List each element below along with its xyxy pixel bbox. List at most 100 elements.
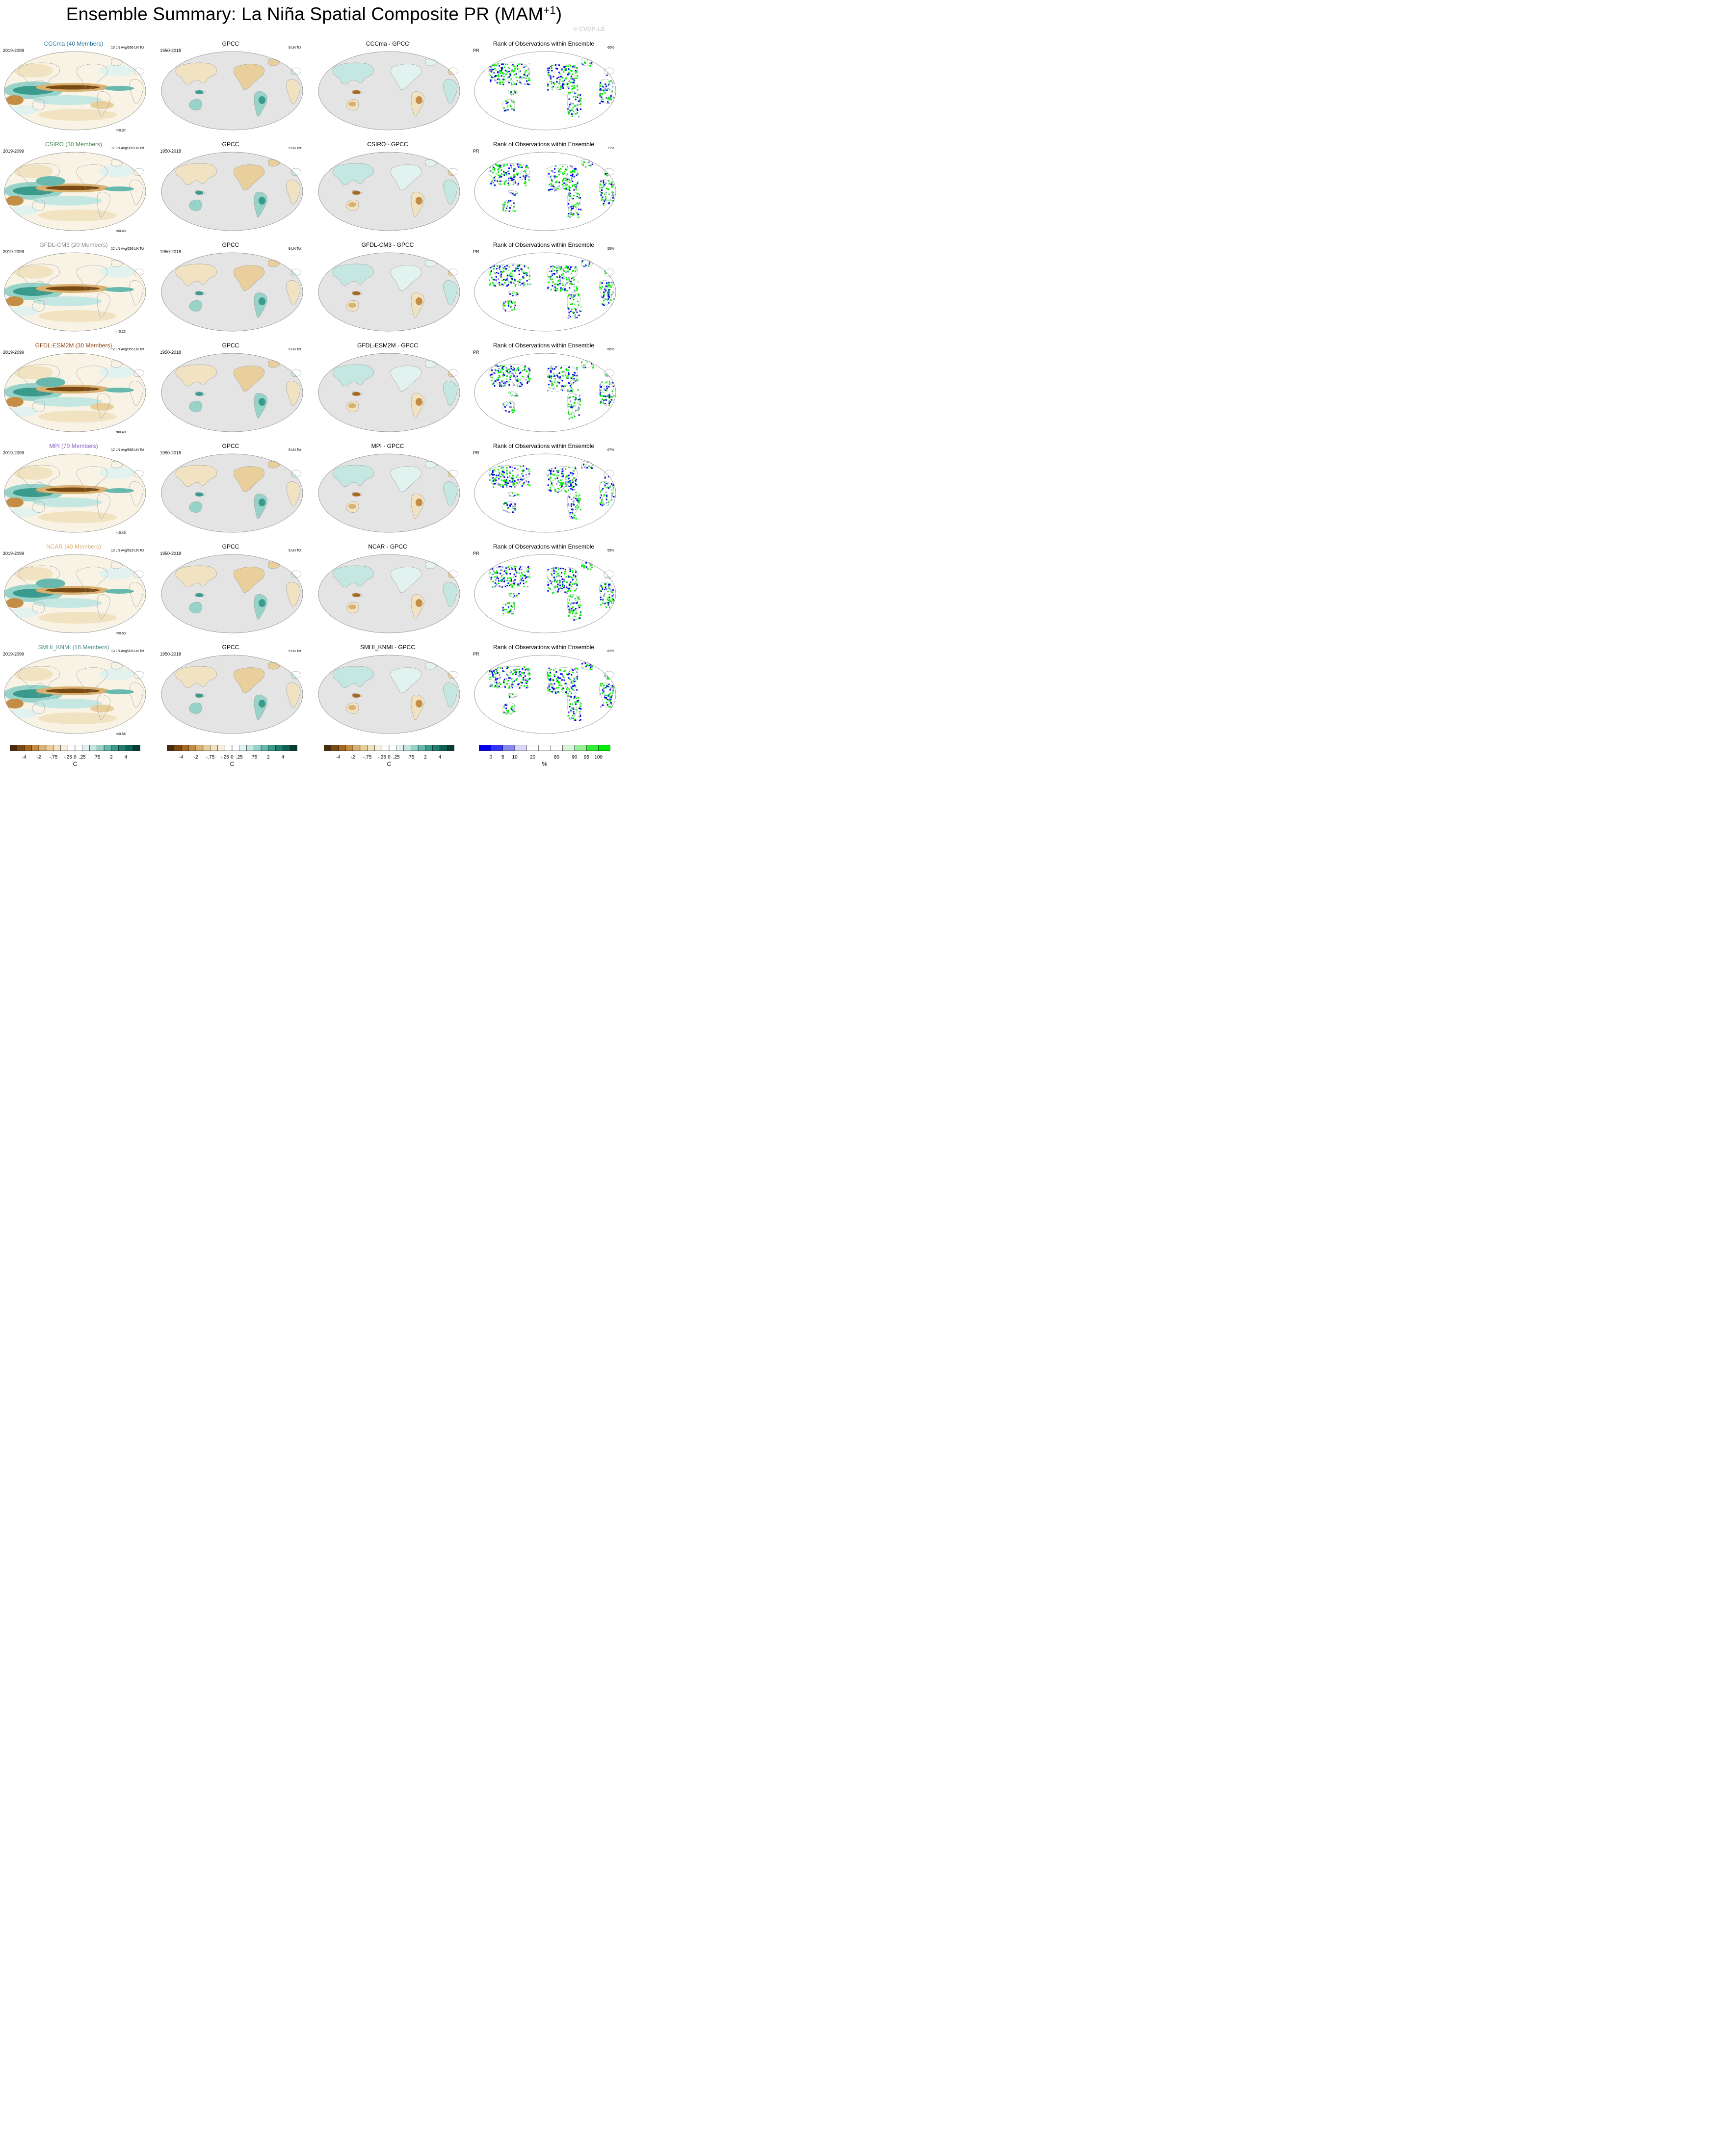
colorbar-tick: -.75 [49, 755, 58, 760]
event-count: 11 LN Avg/339 LN Tot [111, 147, 144, 150]
panel-obs-6: GPCC 1950-2018 9 LN Tot [157, 538, 304, 639]
colorbar-swatch [345, 744, 353, 751]
obs-count: 9 LN Tot [289, 247, 301, 251]
obs-title: GPCC [222, 443, 239, 449]
colorbar-tick: -.75 [206, 755, 215, 760]
colorbar-swatch [526, 744, 539, 751]
colorbar-swatch [174, 744, 182, 751]
colorbar-swatch [132, 744, 141, 751]
panel-diff-5: MPI - GPCC [314, 438, 461, 538]
colorbar-swatches [166, 744, 298, 751]
pattern-correlation: r=0.56 [115, 733, 126, 736]
colorbar-tick: 2 [110, 755, 113, 760]
world-map [4, 453, 146, 533]
world-map [474, 353, 616, 432]
panel-diff-7: SMHI_KNMI - GPCC [314, 639, 461, 739]
obs-period: 1950-2018 [160, 551, 182, 556]
colorbar-unit: % [542, 761, 548, 767]
colorbar-swatch [60, 744, 68, 751]
panel-rank-2: Rank of Observations within Ensemble PR 71… [470, 136, 617, 236]
pattern-correlation: r=0.40 [115, 230, 126, 233]
diff-title: CSIRO - GPCC [367, 141, 408, 148]
rank-variable: PR [473, 350, 479, 355]
colorbar-tick: 0 [231, 755, 234, 760]
colorbar-tick: -.25 [63, 755, 72, 760]
world-map [318, 51, 460, 131]
colorbar-swatch [352, 744, 361, 751]
colorbar-swatch [502, 744, 515, 751]
colorbar-swatch [210, 744, 218, 751]
colorbar-tick: -.25 [220, 755, 229, 760]
pattern-correlation: r=0.50 [115, 632, 126, 635]
colorbar-tick: -2 [350, 755, 355, 760]
colorbar-swatch [411, 744, 419, 751]
panel-obs-3: GPCC 1950-2018 9 LN Tot [157, 236, 304, 337]
colorbar-swatch [97, 744, 105, 751]
colorbar-swatch [232, 744, 240, 751]
colorbar-rank: 0 5 10 20 80 90 95 100% [478, 744, 611, 767]
diff-title: SMHI_KNMI - GPCC [360, 644, 415, 651]
colorbar-swatches [323, 744, 455, 751]
colorbar-swatch [67, 744, 76, 751]
colorbar-swatch [491, 744, 503, 751]
obs-period: 1950-2018 [160, 48, 182, 53]
colorbar-swatch [389, 744, 397, 751]
page-title: Ensemble Summary: La Niña Spatial Compos… [66, 4, 562, 25]
world-map [4, 554, 146, 633]
rank-title: Rank of Observations within Ensemble [493, 141, 595, 148]
pattern-correlation: r=0.37 [115, 129, 126, 132]
rank-variable: PR [473, 149, 479, 154]
colorbar-tick: .75 [93, 755, 101, 760]
rank-percent: 62% [607, 650, 614, 653]
colorbar-tick: -.75 [363, 755, 372, 760]
model-period: 2019-2099 [3, 551, 25, 556]
model-title: NCAR (40 Members) [46, 543, 102, 550]
colorbar-tick: .25 [236, 755, 243, 760]
model-period: 2019-2099 [3, 350, 25, 355]
colorbar-tick: 0 [388, 755, 391, 760]
model-title: CCCma (40 Members) [44, 40, 104, 47]
world-map [161, 51, 303, 131]
obs-title: GPCC [222, 644, 239, 651]
obs-period: 1950-2018 [160, 149, 182, 154]
panel-model-6: NCAR (40 Members) 2019-2099 13 LN Avg/519 … [0, 538, 147, 639]
model-period: 2019-2099 [3, 652, 25, 657]
colorbar-swatch [381, 744, 390, 751]
colorbar-swatch [562, 744, 575, 751]
world-map [318, 453, 460, 533]
obs-count: 9 LN Tot [289, 46, 301, 50]
rank-variable: PR [473, 450, 479, 455]
pattern-correlation: r=0.48 [115, 431, 126, 434]
colorbar-tick: .75 [250, 755, 258, 760]
world-map [161, 453, 303, 533]
colorbar-tick: 4 [124, 755, 128, 760]
rank-variable: PR [473, 249, 479, 254]
rank-title: Rank of Observations within Ensemble [493, 40, 595, 47]
colorbar-swatch [447, 744, 455, 751]
diff-title: MPI - GPCC [371, 443, 404, 449]
model-period: 2019-2099 [3, 149, 25, 154]
model-title: MPI (70 Members) [49, 443, 98, 449]
colorbar-tick: 5 [501, 755, 504, 760]
colorbar-swatch [75, 744, 83, 751]
rank-percent: 66% [607, 348, 614, 351]
colorbar-obs: -4 -2 -.75 -.25 0.25 .75 2 4 C [166, 744, 298, 767]
colorbar-swatch [275, 744, 283, 751]
rank-percent: 55% [607, 247, 614, 251]
colorbar-swatch [254, 744, 262, 751]
colorbar-swatch [574, 744, 587, 751]
colorbar-swatch [188, 744, 196, 751]
obs-count: 9 LN Tot [289, 147, 301, 150]
panel-rank-4: Rank of Observations within Ensemble PR 66… [470, 337, 617, 438]
colorbar-swatch [53, 744, 61, 751]
colorbar-tick: 4 [281, 755, 285, 760]
colorbar-swatch [598, 744, 611, 751]
model-title: SMHI_KNMI (16 Members) [38, 644, 109, 651]
colorbar-tick: -4 [336, 755, 341, 760]
world-map [474, 152, 616, 231]
world-map [318, 353, 460, 432]
model-title: GFDL-CM3 (20 Members) [39, 241, 108, 248]
colorbar-unit: C [230, 761, 235, 767]
world-map [161, 152, 303, 231]
colorbar-swatch [217, 744, 225, 751]
